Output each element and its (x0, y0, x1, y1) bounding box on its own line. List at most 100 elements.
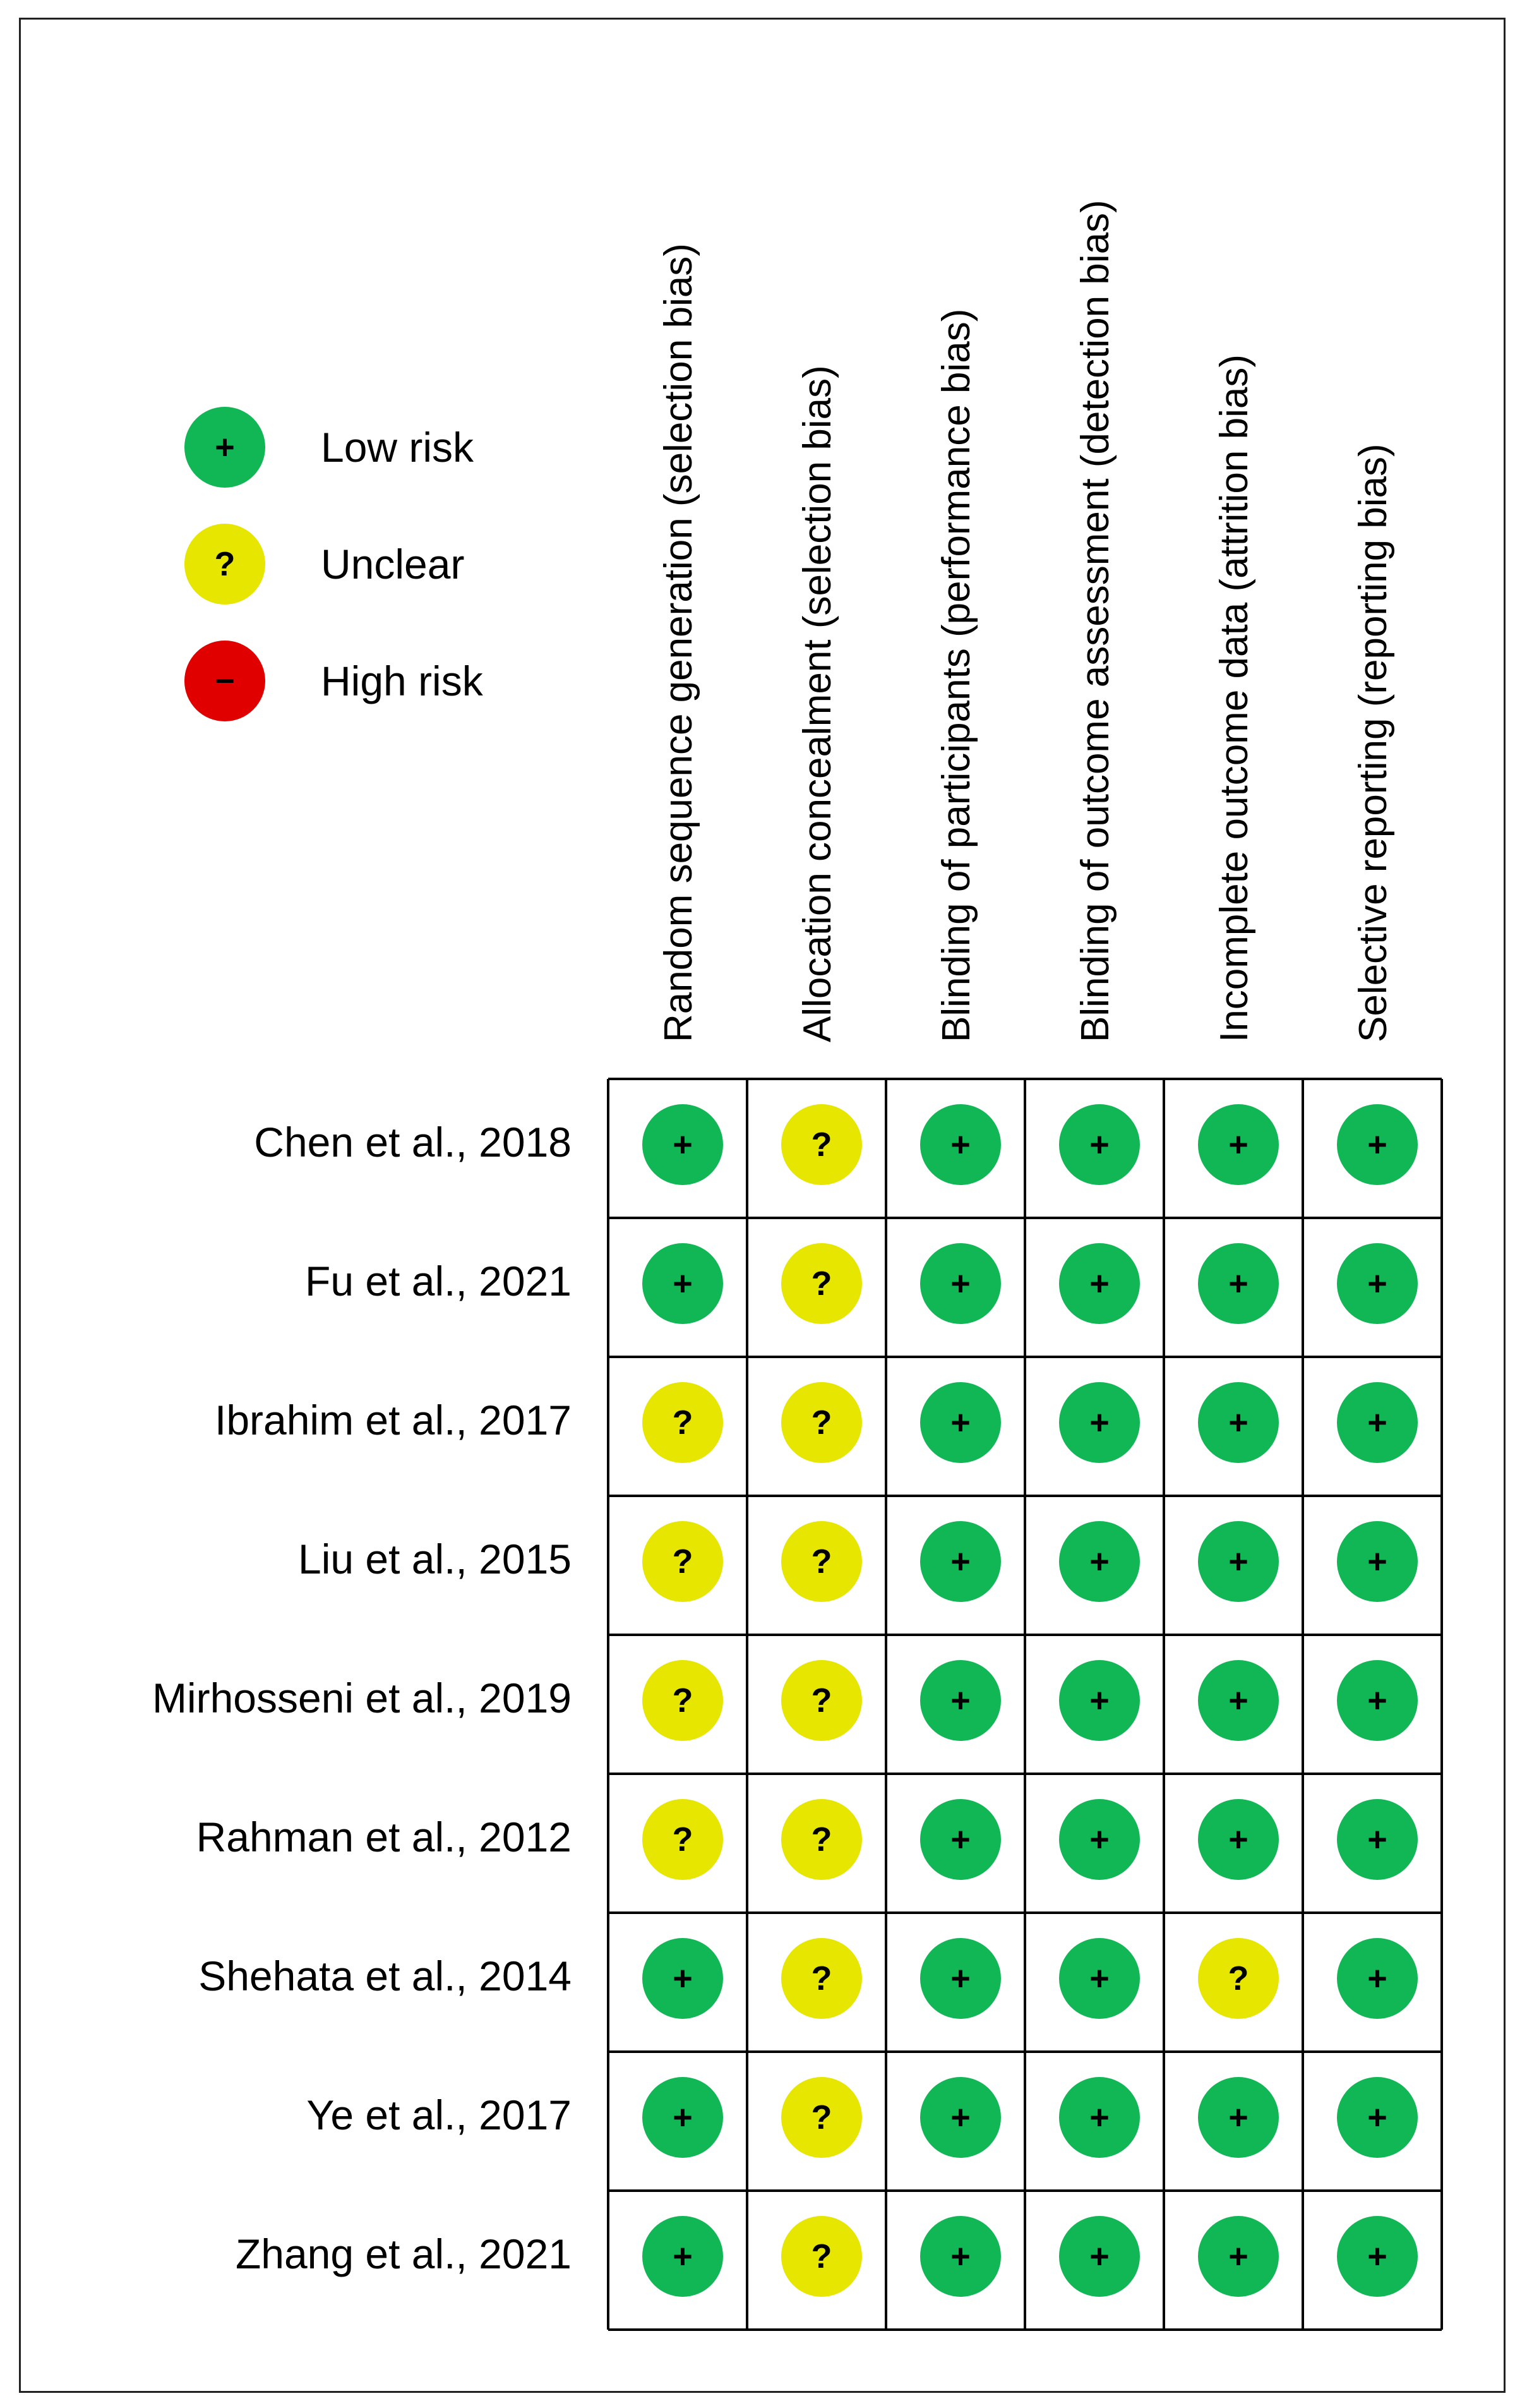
row-label-3: Ibrahim et al., 2017 (215, 1397, 572, 1443)
cell-r9-c4-low-marker-circle (1059, 2216, 1140, 2297)
cell-r3-c2-unclear-marker-symbol: ? (811, 1404, 832, 1442)
cell-r1-c4-low-marker-circle (1059, 1104, 1140, 1185)
cell-r5-c2-unclear-marker-symbol: ? (811, 1682, 832, 1719)
cell-r2-c1-low-marker-symbol: + (673, 1265, 693, 1303)
cell-r1-c6-low-marker-symbol: + (1367, 1126, 1387, 1164)
cell-r2-c6-low-marker-symbol: + (1367, 1265, 1387, 1303)
legend-item-unclear: ? Unclear (184, 524, 464, 605)
cell-r3-c6-low-marker: + (1337, 1382, 1418, 1463)
legend-item-high: − High risk (184, 641, 484, 721)
cell-r2-c5-low-marker: + (1198, 1243, 1279, 1324)
cell-r1-c2-unclear-marker-symbol: ? (811, 1126, 832, 1164)
cell-r7-c3-low-marker-symbol: + (950, 1960, 971, 1997)
cell-r5-c6-low-marker: + (1337, 1660, 1418, 1741)
cell-r9-c6-low-marker-circle (1337, 2216, 1418, 2297)
cell-r6-c6-low-marker-symbol: + (1367, 1821, 1387, 1858)
cell-r9-c4-low-marker: + (1059, 2216, 1140, 2297)
cell-r1-c3-low-marker-circle (920, 1104, 1001, 1185)
column-header-5: Incomplete outcome data (attrition bias) (1213, 354, 1256, 1042)
cell-r7-c1-low-marker: + (642, 1938, 723, 2019)
cell-r6-c4-low-marker: + (1059, 1799, 1140, 1880)
cell-r4-c1-unclear-marker: ? (642, 1521, 723, 1602)
cell-r6-c6-low-marker-circle (1337, 1799, 1418, 1880)
cell-r7-c5-unclear-marker: ? (1198, 1938, 1279, 2019)
cell-r9-c3-low-marker-symbol: + (950, 2237, 971, 2275)
cell-r8-c5-low-marker-symbol: + (1228, 2098, 1249, 2136)
cell-r3-c1-unclear-marker-symbol: ? (673, 1404, 693, 1442)
column-header-1: Random sequence generation (selection bi… (657, 243, 700, 1042)
cell-r6-c3-low-marker-circle (920, 1799, 1001, 1880)
cell-r2-c2-unclear-marker-circle (781, 1243, 862, 1324)
cell-r4-c3-low-marker-circle (920, 1521, 1001, 1602)
cell-r6-c5-low-marker-circle (1198, 1799, 1279, 1880)
cell-r4-c2-unclear-marker-circle (781, 1521, 862, 1602)
row-label-2: Fu et al., 2021 (305, 1258, 572, 1304)
cell-r3-c4-low-marker: + (1059, 1382, 1140, 1463)
cell-r1-c6-low-marker-circle (1337, 1104, 1418, 1185)
cell-r1-c5-low-marker-circle (1198, 1104, 1279, 1185)
cell-r6-c3-low-marker-symbol: + (950, 1821, 971, 1858)
cell-r2-c4-low-marker: + (1059, 1243, 1140, 1324)
cell-r5-c3-low-marker-circle (920, 1660, 1001, 1741)
cell-r1-c5-low-marker: + (1198, 1104, 1279, 1185)
cell-r3-c4-low-marker-symbol: + (1089, 1404, 1110, 1442)
cell-r6-c4-low-marker-circle (1059, 1799, 1140, 1880)
cell-r7-c4-low-marker: + (1059, 1938, 1140, 2019)
cell-r4-c4-low-marker: + (1059, 1521, 1140, 1602)
cell-r8-c4-low-marker-circle (1059, 2077, 1140, 2158)
cell-r6-c4-low-marker-symbol: + (1089, 1821, 1110, 1858)
cell-r8-c2-unclear-marker: ? (781, 2077, 862, 2158)
cell-r5-c5-low-marker-symbol: + (1228, 1682, 1249, 1719)
cell-r8-c3-low-marker-circle (920, 2077, 1001, 2158)
cell-r7-c3-low-marker: + (920, 1938, 1001, 2019)
cell-r7-c6-low-marker-symbol: + (1367, 1960, 1387, 1997)
cell-r6-c5-low-marker: + (1198, 1799, 1279, 1880)
cell-r3-c5-low-marker-circle (1198, 1382, 1279, 1463)
cell-r8-c3-low-marker: + (920, 2077, 1001, 2158)
cell-r1-c1-low-marker-symbol: + (673, 1126, 693, 1164)
cell-r1-c3-low-marker: + (920, 1104, 1001, 1185)
cell-r1-c5-low-marker-symbol: + (1228, 1126, 1249, 1164)
cell-r4-c6-low-marker-symbol: + (1367, 1543, 1387, 1580)
cell-r2-c5-low-marker-symbol: + (1228, 1265, 1249, 1303)
cell-r1-c6-low-marker: + (1337, 1104, 1418, 1185)
cell-r5-c5-low-marker-circle (1198, 1660, 1279, 1741)
row-label-4: Liu et al., 2015 (298, 1536, 572, 1582)
cell-r8-c1-low-marker: + (642, 2077, 723, 2158)
cell-r6-c1-unclear-marker: ? (642, 1799, 723, 1880)
cell-r9-c4-low-marker-symbol: + (1089, 2237, 1110, 2275)
cell-r4-c5-low-marker-circle (1198, 1521, 1279, 1602)
cell-r8-c1-low-marker-circle (642, 2077, 723, 2158)
cell-r8-c6-low-marker: + (1337, 2077, 1418, 2158)
row-label-6: Rahman et al., 2012 (196, 1814, 572, 1860)
cell-r6-c2-unclear-marker-circle (781, 1799, 862, 1880)
figure-frame (19, 18, 1506, 2393)
cell-r5-c4-low-marker: + (1059, 1660, 1140, 1741)
cell-r3-c6-low-marker-symbol: + (1367, 1404, 1387, 1442)
cell-r4-c3-low-marker-symbol: + (950, 1543, 971, 1580)
cell-r8-c3-low-marker-symbol: + (950, 2098, 971, 2136)
cell-r6-c2-unclear-marker: ? (781, 1799, 862, 1880)
cell-r8-c1-low-marker-symbol: + (673, 2098, 693, 2136)
cell-r3-c3-low-marker: + (920, 1382, 1001, 1463)
legend-low-icon-circle (184, 407, 265, 488)
cell-r5-c1-unclear-marker-circle (642, 1660, 723, 1741)
cell-r7-c1-low-marker-circle (642, 1938, 723, 2019)
cell-r7-c2-unclear-marker-circle (781, 1938, 862, 2019)
cell-r5-c5-low-marker: + (1198, 1660, 1279, 1741)
cell-r5-c1-unclear-marker-symbol: ? (673, 1682, 693, 1719)
cell-r7-c3-low-marker-circle (920, 1938, 1001, 2019)
cell-r4-c6-low-marker: + (1337, 1521, 1418, 1602)
cell-r2-c3-low-marker-circle (920, 1243, 1001, 1324)
legend-unclear-icon-symbol: ? (215, 545, 236, 583)
cell-r9-c5-low-marker-circle (1198, 2216, 1279, 2297)
cell-r7-c5-unclear-marker-symbol: ? (1228, 1960, 1249, 1997)
legend-item-low: + Low risk (184, 407, 474, 488)
legend-unclear-icon: ? (184, 524, 265, 605)
cell-r8-c4-low-marker: + (1059, 2077, 1140, 2158)
cell-r4-c4-low-marker-circle (1059, 1521, 1140, 1602)
cell-r4-c6-low-marker-circle (1337, 1521, 1418, 1602)
row-label-8: Ye et al., 2017 (306, 2092, 572, 2138)
cell-r8-c6-low-marker-circle (1337, 2077, 1418, 2158)
